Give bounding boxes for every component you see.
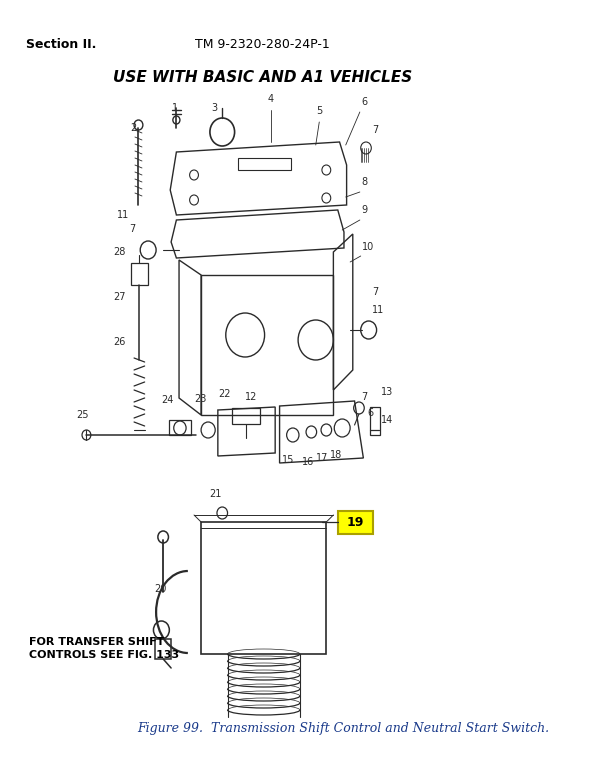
Text: 7: 7 <box>372 287 378 297</box>
Text: 11: 11 <box>372 305 384 315</box>
Bar <box>201 275 333 415</box>
Text: 1: 1 <box>172 103 178 113</box>
Text: 20: 20 <box>154 584 167 594</box>
Text: 17: 17 <box>316 453 328 463</box>
Text: Section II.: Section II. <box>26 38 97 51</box>
Text: 3: 3 <box>212 103 218 113</box>
Text: 13: 13 <box>381 387 393 397</box>
Bar <box>238 158 291 170</box>
Bar <box>169 420 191 435</box>
Text: USE WITH BASIC AND A1 VEHICLES: USE WITH BASIC AND A1 VEHICLES <box>113 70 412 85</box>
Text: 11: 11 <box>117 210 129 220</box>
Text: 25: 25 <box>76 410 88 420</box>
Circle shape <box>134 120 143 130</box>
Text: 24: 24 <box>162 395 174 405</box>
Bar <box>338 511 373 534</box>
Circle shape <box>158 531 169 543</box>
Text: 4: 4 <box>267 94 274 104</box>
Circle shape <box>334 419 350 437</box>
Bar <box>232 408 260 424</box>
Text: 23: 23 <box>194 394 206 404</box>
Circle shape <box>140 241 156 259</box>
Text: 18: 18 <box>330 450 342 460</box>
Text: 7: 7 <box>372 125 378 135</box>
Circle shape <box>173 116 180 124</box>
Text: 12: 12 <box>245 392 257 402</box>
Bar <box>201 522 327 654</box>
Text: 7: 7 <box>130 224 136 234</box>
Text: 7: 7 <box>362 392 368 402</box>
Text: Figure 99.  Transmission Shift Control and Neutral Start Switch.: Figure 99. Transmission Shift Control an… <box>136 722 549 735</box>
Bar <box>155 639 171 659</box>
Text: 19: 19 <box>347 516 364 529</box>
Text: 5: 5 <box>316 106 322 116</box>
Text: 6: 6 <box>362 97 368 107</box>
Text: 28: 28 <box>113 247 125 257</box>
Text: 15: 15 <box>283 455 294 465</box>
Text: 22: 22 <box>219 389 231 399</box>
Text: 8: 8 <box>362 177 368 187</box>
Text: 26: 26 <box>113 337 125 347</box>
Text: 10: 10 <box>362 242 374 252</box>
Text: TM 9-2320-280-24P-1: TM 9-2320-280-24P-1 <box>195 38 330 51</box>
Text: 21: 21 <box>209 489 221 499</box>
Bar <box>371 407 380 435</box>
Text: 9: 9 <box>362 205 368 215</box>
Text: 14: 14 <box>381 415 393 425</box>
Bar <box>131 263 148 285</box>
Text: 6: 6 <box>367 408 373 418</box>
Text: 27: 27 <box>113 292 125 302</box>
Circle shape <box>361 321 377 339</box>
Text: 16: 16 <box>302 457 314 467</box>
Text: 2: 2 <box>131 123 136 133</box>
Text: CONTROLS SEE FIG. 133: CONTROLS SEE FIG. 133 <box>29 650 179 660</box>
Text: FOR TRANSFER SHIFT: FOR TRANSFER SHIFT <box>29 637 164 647</box>
